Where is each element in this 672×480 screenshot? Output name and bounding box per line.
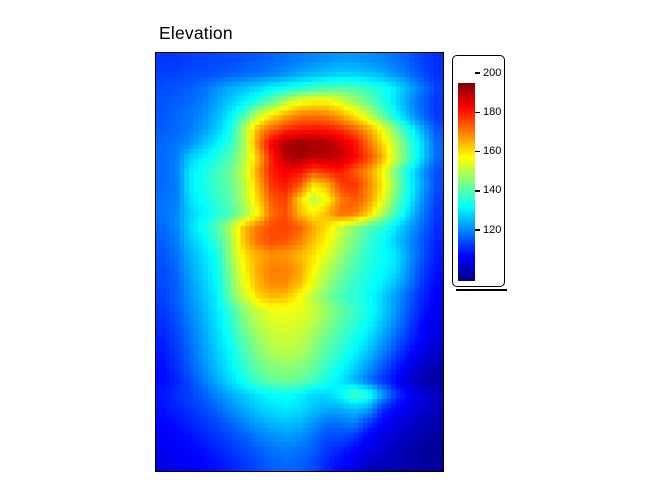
legend-tick-label: 180 [483, 105, 502, 118]
legend-tick-label: 120 [483, 223, 502, 236]
legend-tick-mark [475, 190, 480, 192]
legend-tick-label: 140 [483, 184, 502, 197]
colorbar-gradient [458, 83, 475, 281]
elevation-heatmap [156, 53, 443, 471]
legend-tick-mark [475, 229, 480, 231]
heatmap-frame [155, 52, 444, 472]
color-legend: 120 140 160 180 200 [452, 55, 507, 291]
legend-tick-label: 160 [483, 145, 502, 158]
legend-tick-mark [475, 150, 480, 153]
legend-tick-mark [475, 111, 480, 114]
legend-tick-label: 200 [483, 66, 502, 79]
legend-tick-mark [475, 72, 480, 74]
plot-title: Elevation [159, 23, 233, 43]
